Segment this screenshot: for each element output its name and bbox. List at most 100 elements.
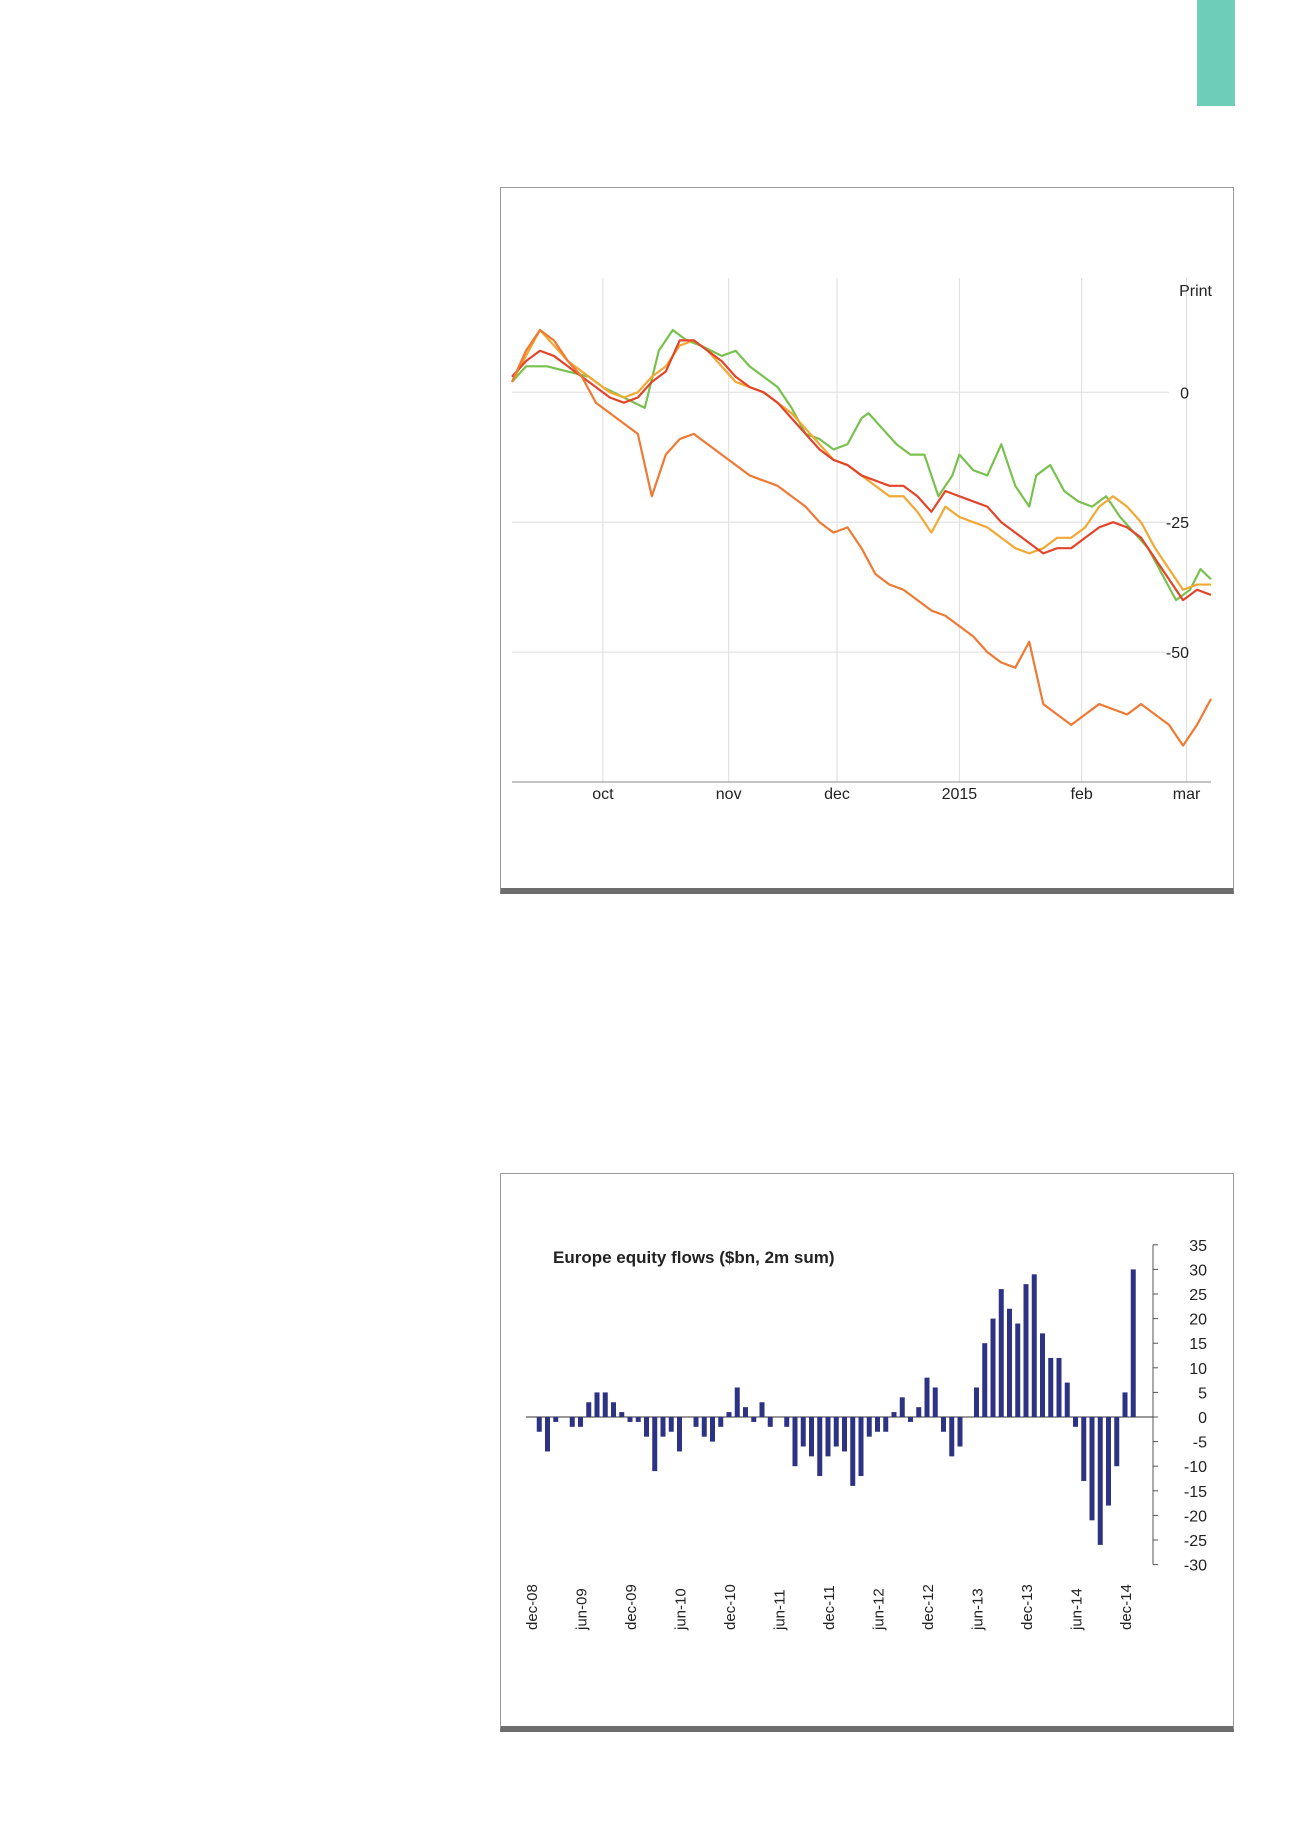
bar xyxy=(998,1289,1004,1417)
bar xyxy=(792,1417,798,1467)
bar xyxy=(1056,1357,1062,1417)
bar xyxy=(784,1417,790,1427)
bar xyxy=(1048,1357,1054,1417)
line-chart: oct nov dec 2015 feb mar 0 -25 -50 Print xyxy=(510,278,1213,803)
bar xyxy=(850,1417,856,1486)
bar xyxy=(908,1417,913,1422)
x-tick-label: dec-11 xyxy=(821,1585,838,1630)
y-tick-label: -25 xyxy=(1184,1533,1207,1550)
bar xyxy=(1031,1274,1037,1417)
y-tick-label: 20 xyxy=(1189,1312,1207,1329)
bar xyxy=(602,1392,608,1417)
x-tick-label: dec-09 xyxy=(623,1584,640,1630)
bar xyxy=(1007,1308,1012,1417)
bar xyxy=(825,1417,831,1457)
bar xyxy=(677,1417,682,1452)
x-tick-label: jun-12 xyxy=(871,1588,888,1631)
bar xyxy=(611,1402,616,1417)
bar xyxy=(866,1417,872,1437)
y-tick-label: -5 xyxy=(1193,1435,1207,1452)
bar xyxy=(1081,1417,1087,1481)
bar xyxy=(569,1417,575,1427)
x-tick-label: oct xyxy=(592,786,614,803)
y-tick-label: 0 xyxy=(1180,385,1189,402)
y-tick-label: -15 xyxy=(1184,1484,1207,1501)
y-tick-label: -25 xyxy=(1166,515,1189,532)
bar xyxy=(710,1417,715,1442)
page-accent-tab xyxy=(1197,0,1235,106)
series-line-gold xyxy=(511,328,1211,591)
bar xyxy=(990,1318,996,1417)
bar xyxy=(553,1417,559,1422)
y-tick-label: -20 xyxy=(1184,1508,1207,1525)
x-tick-label: jun-14 xyxy=(1069,1588,1086,1631)
x-tick-label: nov xyxy=(716,786,742,803)
x-tick-label: dec xyxy=(824,786,850,803)
bar xyxy=(586,1402,592,1417)
print-link: Print xyxy=(1179,283,1212,300)
bar xyxy=(1130,1269,1136,1417)
x-tick-label: jun-09 xyxy=(574,1588,591,1631)
bar xyxy=(743,1407,748,1417)
bar xyxy=(635,1417,641,1422)
bar xyxy=(899,1397,905,1417)
bar xyxy=(644,1417,649,1437)
bar xyxy=(1106,1417,1111,1506)
bar xyxy=(891,1412,897,1417)
bar xyxy=(817,1417,823,1477)
bar xyxy=(701,1417,707,1437)
y-tick-label: 0 xyxy=(1198,1410,1207,1427)
series-line-green xyxy=(511,328,1212,602)
bar xyxy=(974,1387,979,1417)
bar xyxy=(726,1412,732,1417)
y-tick-label: 25 xyxy=(1189,1287,1207,1304)
series-line-orange xyxy=(510,328,1212,747)
bar xyxy=(1089,1417,1095,1521)
bar xyxy=(875,1417,880,1432)
y-tick-label: -30 xyxy=(1184,1558,1207,1575)
bar xyxy=(1122,1392,1128,1417)
bar xyxy=(751,1417,757,1422)
bar xyxy=(924,1377,930,1417)
y-tick-label: 10 xyxy=(1189,1361,1207,1378)
bar xyxy=(619,1412,625,1417)
bar xyxy=(809,1417,814,1457)
bar-chart-panel: Europe equity flows ($bn, 2m sum) 35 30 25 2… xyxy=(500,1173,1234,1732)
bar xyxy=(759,1402,765,1417)
bar xyxy=(1114,1417,1120,1467)
x-tick-label: jun-13 xyxy=(970,1588,987,1631)
bar xyxy=(941,1417,946,1432)
bar xyxy=(1040,1333,1045,1417)
bar xyxy=(1015,1323,1021,1417)
x-tick-label: dec-10 xyxy=(722,1584,739,1630)
x-tick-label: dec-08 xyxy=(524,1584,541,1630)
x-tick-label: dec-13 xyxy=(1019,1584,1036,1630)
bar xyxy=(536,1417,542,1432)
y-tick-label: -50 xyxy=(1166,645,1189,662)
bar xyxy=(842,1417,847,1452)
bar xyxy=(800,1417,806,1447)
x-tick-label: 2015 xyxy=(942,786,978,803)
bar xyxy=(858,1417,864,1477)
x-tick-label: jun-11 xyxy=(772,1589,789,1631)
chart-title: Europe equity flows ($bn, 2m sum) xyxy=(553,1248,834,1267)
bar xyxy=(652,1417,658,1472)
y-tick-label: -10 xyxy=(1184,1459,1207,1476)
bar-chart: Europe equity flows ($bn, 2m sum) 35 30 25 2… xyxy=(524,1238,1207,1631)
line-chart-panel: oct nov dec 2015 feb mar 0 -25 -50 Print xyxy=(500,187,1234,894)
x-tick-label: dec-14 xyxy=(1118,1584,1135,1630)
x-tick-label: dec-12 xyxy=(920,1584,937,1630)
bar xyxy=(1073,1417,1078,1427)
x-tick-label: mar xyxy=(1173,786,1201,803)
bar xyxy=(957,1417,963,1447)
bar xyxy=(627,1417,633,1422)
y-tick-label: 30 xyxy=(1189,1262,1207,1279)
bar xyxy=(668,1417,674,1432)
x-tick-label: jun-10 xyxy=(673,1588,690,1631)
bar xyxy=(660,1417,666,1437)
bar xyxy=(1023,1284,1029,1417)
bar xyxy=(594,1392,600,1417)
series-line-red xyxy=(511,339,1212,602)
bar xyxy=(578,1417,583,1427)
y-tick-label: 5 xyxy=(1198,1385,1207,1402)
